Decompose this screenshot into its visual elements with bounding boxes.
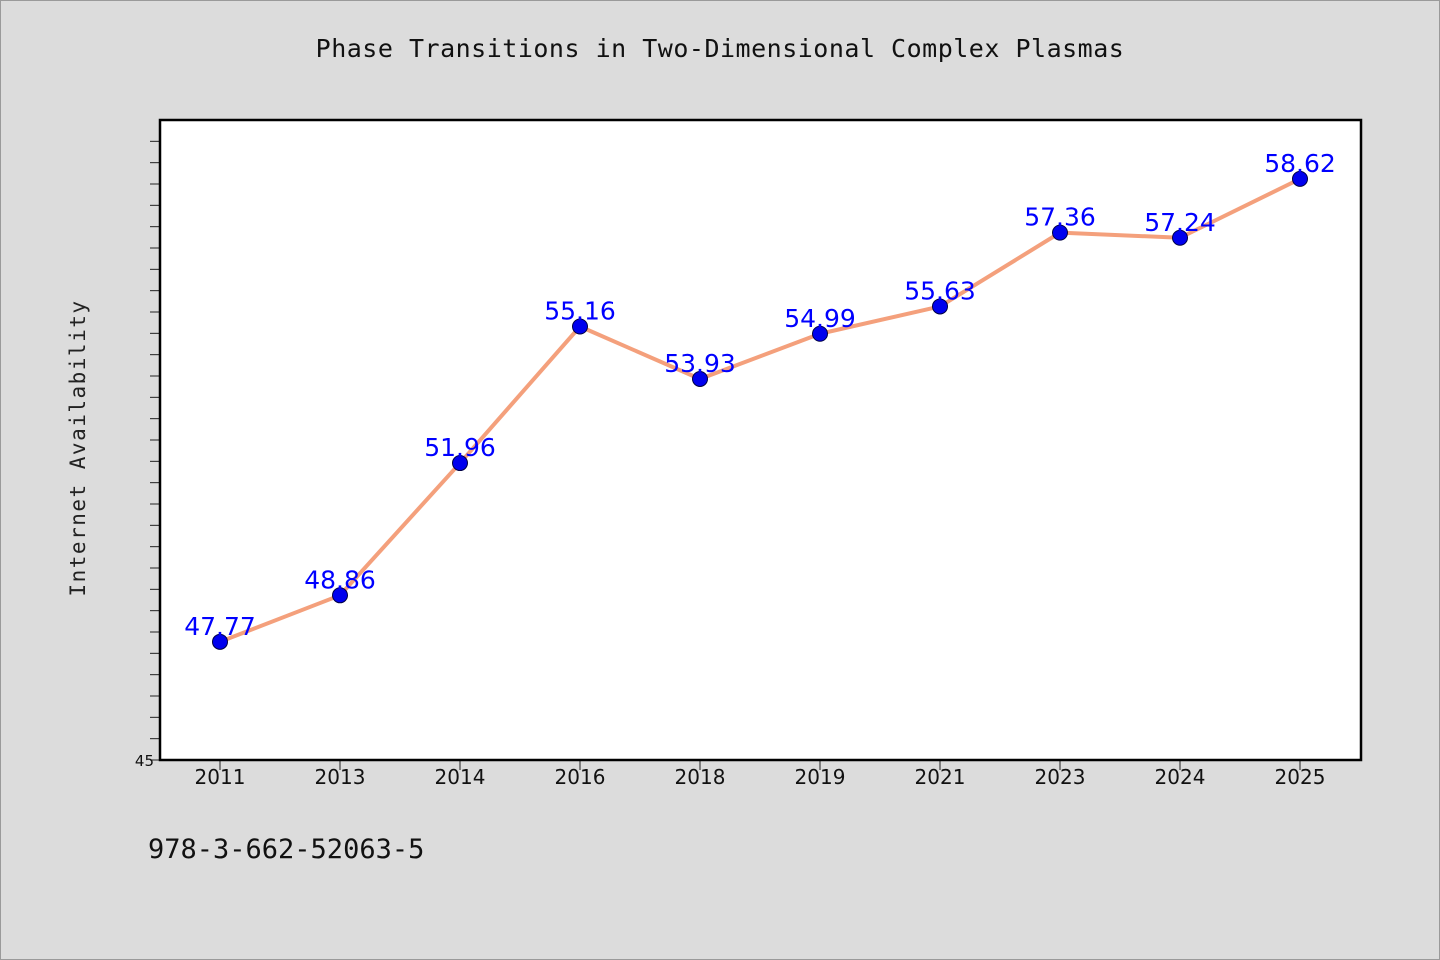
data-point [812,325,828,342]
x-tick-label: 2013 [315,765,366,789]
data-point [1292,170,1308,187]
data-point [572,318,588,335]
y-tick-label: 45 [135,752,154,770]
data-label: 57.36 [1024,203,1096,232]
data-label: 55.63 [904,276,976,305]
data-label: 57.24 [1144,208,1216,237]
data-label: 55.16 [544,297,616,326]
data-label: 47.77 [184,612,256,641]
data-point [1172,229,1188,246]
x-tick-label: 2025 [1275,765,1326,789]
isbn-text: 978-3-662-52063-5 [148,834,425,865]
chart-title: Phase Transitions in Two-Dimensional Com… [315,34,1125,63]
x-tick-label: 2021 [915,765,966,789]
x-tick-label: 2016 [555,765,606,789]
x-tick-label: 2019 [795,765,846,789]
x-tick-label: 2011 [195,765,246,789]
plot-border [158,118,1363,762]
plot-area [160,120,1361,760]
series-line [218,176,1302,644]
data-point [932,298,948,315]
data-label: 48.86 [304,565,376,594]
data-label: 53.93 [664,349,736,378]
x-tick-label: 2024 [1155,765,1206,789]
data-point [1052,224,1068,241]
data-label: 51.96 [424,433,496,462]
data-point [452,455,468,472]
data-label: 58.62 [1264,149,1336,178]
x-tick-label: 2023 [1035,765,1086,789]
x-tick-label: 2018 [675,765,726,789]
x-tick-label: 2014 [435,765,486,789]
data-point [212,633,228,650]
data-point [692,370,708,387]
data-label: 54.99 [784,304,856,333]
data-point [332,587,348,604]
